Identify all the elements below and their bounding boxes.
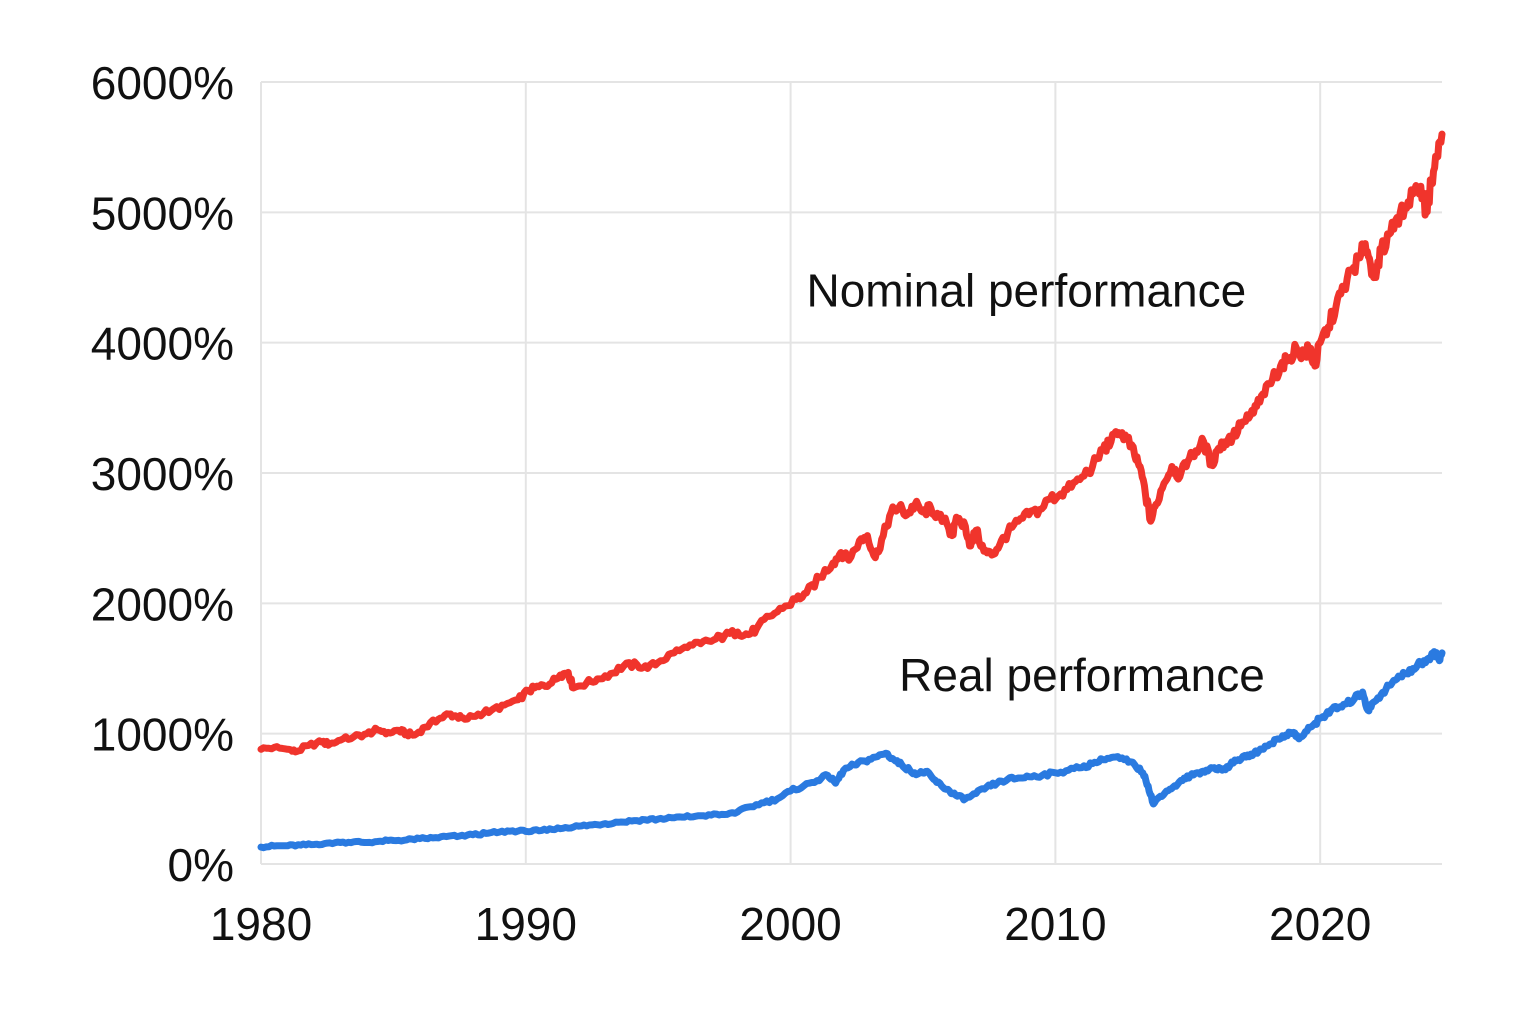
nominal-performance-label: Nominal performance: [806, 265, 1246, 317]
series-labels: Nominal performance Real performance: [806, 265, 1264, 701]
x-tick-label: 1980: [210, 898, 312, 950]
gridlines: [260, 81, 1442, 865]
series-lines: [257, 130, 1446, 852]
y-axis-tick-labels: 0% 1000% 2000% 3000% 4000% 5000% 6000%: [91, 57, 234, 891]
x-tick-label: 2010: [1004, 898, 1106, 950]
y-tick-label: 6000%: [91, 57, 234, 109]
y-tick-label: 5000%: [91, 187, 234, 239]
x-tick-label: 2020: [1269, 898, 1371, 950]
y-tick-label: 1000%: [91, 709, 234, 761]
x-axis-tick-labels: 1980 1990 2000 2010 2020: [210, 898, 1372, 950]
real-performance-line: [257, 648, 1446, 852]
x-tick-label: 1990: [475, 898, 577, 950]
y-tick-label: 0%: [168, 839, 234, 891]
x-tick-label: 2000: [739, 898, 841, 950]
nominal-performance-line: [257, 130, 1446, 756]
y-tick-label: 3000%: [91, 448, 234, 500]
y-tick-label: 4000%: [91, 318, 234, 370]
y-tick-label: 2000%: [91, 578, 234, 630]
real-performance-label: Real performance: [899, 649, 1265, 701]
